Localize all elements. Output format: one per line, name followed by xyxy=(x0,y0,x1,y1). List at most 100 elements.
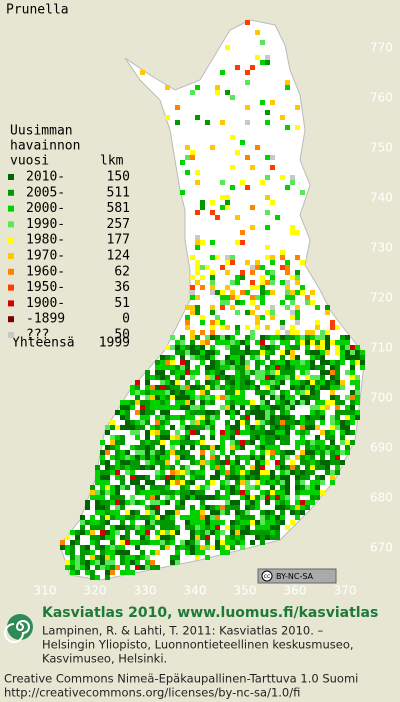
record-square xyxy=(345,405,350,410)
record-square xyxy=(275,365,280,370)
record-square xyxy=(150,440,155,445)
record-square xyxy=(305,465,310,470)
y-grid-label: 730 xyxy=(370,241,393,255)
record-square xyxy=(265,440,270,445)
record-square xyxy=(260,315,265,320)
record-square xyxy=(200,405,205,410)
record-square xyxy=(125,460,130,465)
record-square xyxy=(205,480,210,485)
record-square xyxy=(210,375,215,380)
record-square xyxy=(145,440,150,445)
record-square xyxy=(195,550,200,555)
record-square xyxy=(155,460,160,465)
record-square xyxy=(295,475,300,480)
legend-count: 257 xyxy=(107,217,130,232)
record-square xyxy=(180,350,185,355)
record-square xyxy=(240,540,245,545)
record-square xyxy=(255,420,260,425)
record-square xyxy=(230,165,235,170)
record-square xyxy=(250,265,255,270)
record-square xyxy=(190,155,195,160)
record-square xyxy=(190,305,195,310)
record-square xyxy=(235,385,240,390)
record-square xyxy=(185,325,190,330)
record-square xyxy=(105,535,110,540)
record-square xyxy=(225,430,230,435)
record-square xyxy=(295,315,300,320)
record-square xyxy=(105,475,110,480)
record-square xyxy=(230,185,235,190)
record-square xyxy=(115,565,120,570)
record-square xyxy=(310,385,315,390)
record-square xyxy=(335,395,340,400)
record-square xyxy=(315,450,320,455)
record-square xyxy=(260,295,265,300)
record-square xyxy=(125,410,130,415)
record-square xyxy=(280,380,285,385)
record-square xyxy=(210,400,215,405)
record-square xyxy=(95,475,100,480)
record-square xyxy=(175,340,180,345)
record-square xyxy=(295,330,300,335)
record-square xyxy=(315,465,320,470)
badge-box xyxy=(257,568,337,584)
record-square xyxy=(150,490,155,495)
record-square xyxy=(200,520,205,525)
record-square xyxy=(250,165,255,170)
record-square xyxy=(305,390,310,395)
record-square xyxy=(195,520,200,525)
record-square xyxy=(140,530,145,535)
record-square xyxy=(260,395,265,400)
record-square xyxy=(265,430,270,435)
record-square xyxy=(355,345,360,350)
record-square xyxy=(305,455,310,460)
record-square xyxy=(225,400,230,405)
record-square xyxy=(315,375,320,380)
record-square xyxy=(225,285,230,290)
record-square xyxy=(335,465,340,470)
record-square xyxy=(275,360,280,365)
record-square xyxy=(230,380,235,385)
record-square xyxy=(170,380,175,385)
record-square xyxy=(320,420,325,425)
record-square xyxy=(305,485,310,490)
record-square xyxy=(275,425,280,430)
record-square xyxy=(170,530,175,535)
legend-swatch xyxy=(8,332,14,338)
record-square xyxy=(180,405,185,410)
record-square xyxy=(310,455,315,460)
record-square xyxy=(255,360,260,365)
record-square xyxy=(295,275,300,280)
record-square xyxy=(145,445,150,450)
record-square xyxy=(210,270,215,275)
record-square xyxy=(95,540,100,545)
record-square xyxy=(140,475,145,480)
y-grid-label: 670 xyxy=(370,541,393,555)
record-square xyxy=(160,360,165,365)
record-square xyxy=(225,255,230,260)
record-square xyxy=(100,565,105,570)
record-square xyxy=(260,425,265,430)
legend-count: 124 xyxy=(107,249,131,264)
record-square xyxy=(180,420,185,425)
record-square xyxy=(165,405,170,410)
record-square xyxy=(105,480,110,485)
record-square xyxy=(240,240,245,245)
record-square xyxy=(280,480,285,485)
record-square xyxy=(305,395,310,400)
record-square xyxy=(310,480,315,485)
record-square xyxy=(295,365,300,370)
record-square xyxy=(265,450,270,455)
record-square xyxy=(290,315,295,320)
record-square xyxy=(250,540,255,545)
record-square xyxy=(350,380,355,385)
record-square xyxy=(220,385,225,390)
record-square xyxy=(100,550,105,555)
record-square xyxy=(320,430,325,435)
record-square xyxy=(300,500,305,505)
record-square xyxy=(335,405,340,410)
record-square xyxy=(140,540,145,545)
record-square xyxy=(235,280,240,285)
record-square xyxy=(135,500,140,505)
